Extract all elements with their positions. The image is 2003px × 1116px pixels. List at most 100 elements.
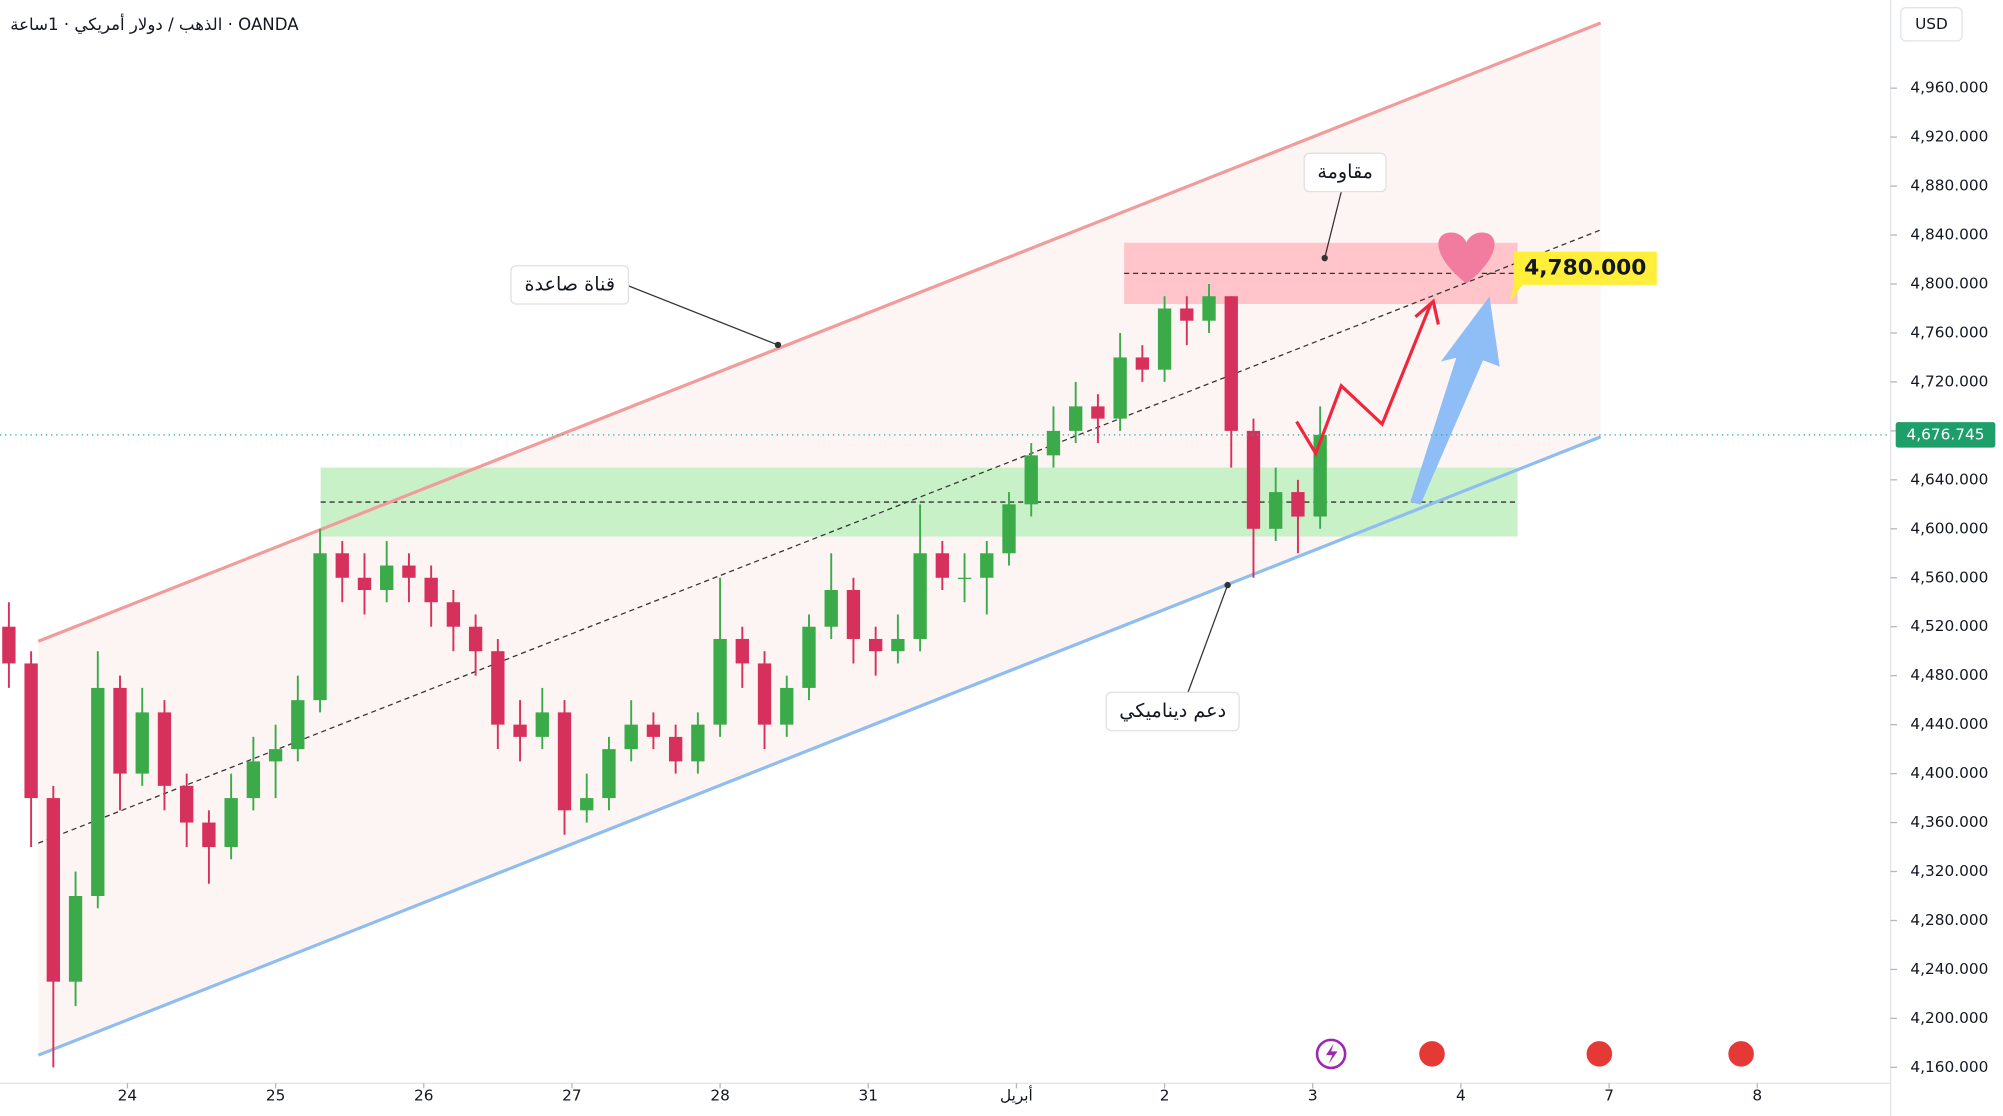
y-tick-label: 4,200.000 bbox=[1910, 1009, 1988, 1027]
candle-body bbox=[380, 565, 394, 590]
candle-body bbox=[1269, 492, 1283, 529]
y-tick-label: 4,520.000 bbox=[1910, 617, 1988, 635]
candle-body bbox=[446, 602, 461, 627]
candle-body bbox=[246, 761, 261, 799]
annotation: دعم ديناميكي bbox=[1119, 699, 1226, 722]
candle-body bbox=[1202, 296, 1216, 321]
candle-body bbox=[1046, 430, 1061, 456]
annotation: مقاومة bbox=[1317, 160, 1373, 183]
x-tick-label: 4 bbox=[1456, 1087, 1466, 1105]
candle-body bbox=[1113, 357, 1127, 419]
callout-dot bbox=[1224, 581, 1231, 589]
x-tick-label: 25 bbox=[266, 1087, 286, 1105]
y-tick-label: 4,600.000 bbox=[1910, 519, 1988, 537]
candle-body bbox=[1224, 296, 1238, 431]
x-tick-label: 27 bbox=[562, 1087, 582, 1105]
candle-body bbox=[335, 553, 349, 578]
candle-body bbox=[424, 577, 438, 603]
candle-body bbox=[1091, 406, 1105, 419]
last-price-box bbox=[1895, 422, 1996, 448]
candle-body bbox=[580, 798, 594, 811]
y-tick-label: 4,840.000 bbox=[1910, 226, 1988, 244]
candle-body bbox=[1024, 455, 1038, 505]
x-tick-label: 2 bbox=[1160, 1087, 1170, 1105]
callout-dot bbox=[1321, 254, 1328, 262]
y-tick-label: 4,480.000 bbox=[1910, 666, 1988, 684]
candle-body bbox=[780, 687, 794, 725]
y-tick-label: 4,160.000 bbox=[1910, 1058, 1988, 1076]
candle-body bbox=[491, 651, 505, 725]
candle-body bbox=[468, 626, 483, 652]
callout-dot bbox=[774, 341, 782, 349]
candle-body bbox=[846, 589, 861, 639]
candle-body bbox=[91, 687, 105, 897]
chart-title: الذهب / دولار أمريكي · 1ساعة · OANDA bbox=[10, 13, 299, 35]
candle-body bbox=[1291, 492, 1305, 517]
candle-body bbox=[135, 712, 149, 774]
candle-body bbox=[757, 663, 772, 725]
candle-body bbox=[1246, 430, 1261, 529]
x-tick-label: أبريل bbox=[1000, 1086, 1033, 1105]
y-tick-label: 4,360.000 bbox=[1910, 813, 1988, 831]
candle-body bbox=[1180, 308, 1194, 321]
x-tick-label: 24 bbox=[118, 1087, 138, 1105]
candle-body bbox=[24, 663, 38, 799]
x-tick-label: 31 bbox=[858, 1087, 878, 1105]
arrow-head bbox=[1414, 298, 1440, 325]
candle-body bbox=[646, 724, 661, 737]
y-tick-label: 4,320.000 bbox=[1910, 862, 1988, 880]
event-icon[interactable] bbox=[1725, 1038, 1757, 1070]
candle-body bbox=[313, 553, 327, 701]
y-tick-label: 4,760.000 bbox=[1910, 323, 1988, 341]
callout-box bbox=[1105, 691, 1240, 732]
candle-body bbox=[513, 724, 527, 737]
blue-arrow bbox=[1410, 296, 1500, 505]
callout-line bbox=[1324, 191, 1342, 259]
event-icon-glyph bbox=[1325, 1043, 1338, 1065]
candle-body bbox=[291, 700, 305, 750]
event-icon[interactable] bbox=[1584, 1038, 1615, 1070]
callout-box bbox=[1303, 152, 1387, 193]
event-icon[interactable] bbox=[1416, 1038, 1448, 1070]
x-tick-label: 26 bbox=[414, 1087, 434, 1105]
y-tick-label: 4,720.000 bbox=[1910, 372, 1988, 390]
candle-body bbox=[202, 822, 216, 848]
y-tick-label: 4,920.000 bbox=[1910, 128, 1988, 146]
callout-line bbox=[1187, 584, 1229, 693]
y-tick-label: 4,880.000 bbox=[1910, 177, 1988, 195]
candle-body bbox=[113, 687, 127, 774]
candle-body bbox=[624, 724, 638, 750]
candle-body bbox=[357, 577, 372, 590]
candle-body bbox=[824, 589, 838, 627]
currency-button[interactable] bbox=[1900, 7, 1963, 42]
annotation: قناة صاعدة bbox=[524, 272, 615, 295]
y-tick-label: 4,400.000 bbox=[1910, 764, 1988, 782]
candle-body bbox=[535, 712, 549, 737]
candle-body bbox=[2, 626, 16, 664]
y-tick-label: 4,280.000 bbox=[1910, 911, 1988, 929]
candle-body bbox=[68, 896, 83, 982]
candle-body bbox=[802, 626, 816, 688]
candle-body bbox=[180, 785, 194, 823]
target-label: 4,780.000 bbox=[1524, 255, 1646, 280]
candle-body bbox=[1313, 434, 1327, 517]
heart bbox=[1438, 232, 1495, 284]
candle-body bbox=[913, 553, 927, 639]
x-tick-label: 3 bbox=[1308, 1087, 1318, 1105]
candle-body bbox=[868, 638, 883, 652]
candle-body bbox=[157, 712, 172, 786]
candle-body bbox=[602, 749, 616, 799]
target-box bbox=[1509, 251, 1657, 302]
candle-body bbox=[1069, 406, 1083, 431]
y-tick-label: 4,440.000 bbox=[1910, 715, 1988, 733]
candle-body bbox=[224, 798, 238, 848]
y-tick-label: 4,800.000 bbox=[1910, 274, 1988, 292]
candle-body bbox=[1002, 504, 1016, 554]
y-tick-label: 4,640.000 bbox=[1910, 470, 1988, 488]
candle-body bbox=[957, 577, 972, 580]
x-tick-label: 28 bbox=[710, 1087, 729, 1105]
currency[interactable]: USD bbox=[1915, 15, 1948, 33]
candle-body bbox=[557, 712, 572, 811]
